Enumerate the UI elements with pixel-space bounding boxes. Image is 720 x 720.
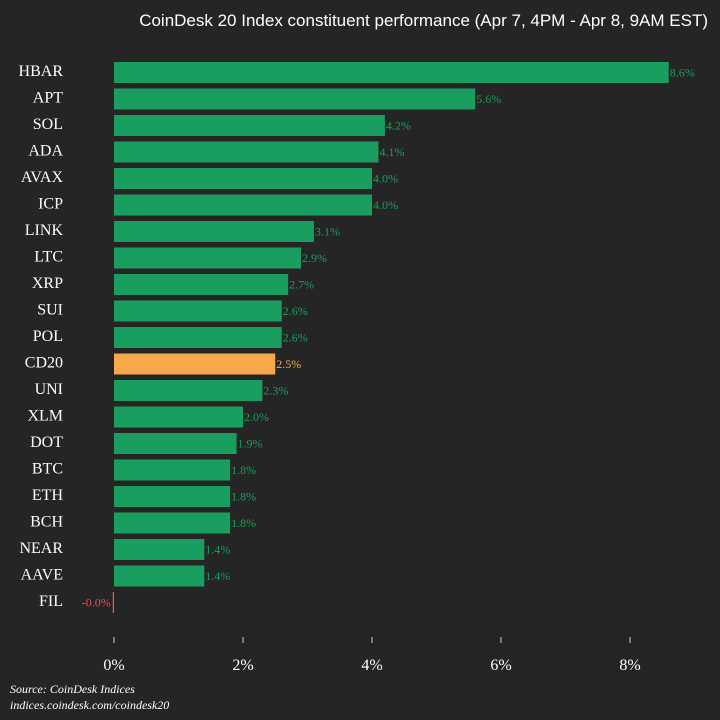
bar: [114, 274, 289, 295]
value-label: -0.0%: [82, 595, 111, 609]
value-label: 4.1%: [379, 145, 404, 159]
y-tick-label: CD20: [25, 355, 63, 372]
y-tick-label: POL: [33, 328, 63, 345]
bar: [114, 486, 231, 507]
bar: [114, 194, 372, 216]
bar: [114, 380, 263, 401]
y-tick-label: XLM: [27, 408, 63, 425]
value-label: 2.6%: [283, 304, 308, 318]
x-tick-label: 2%: [232, 657, 253, 674]
y-tick-label: UNI: [35, 381, 63, 398]
bar: [114, 168, 372, 189]
y-tick-label: XRP: [32, 275, 63, 292]
value-label: 2.3%: [263, 383, 288, 397]
value-label: 4.2%: [386, 118, 411, 132]
value-label: 1.4%: [205, 569, 230, 583]
value-label: 8.6%: [670, 65, 695, 79]
y-tick-label: LINK: [25, 222, 64, 239]
chart-title: CoinDesk 20 Index constituent performanc…: [139, 11, 708, 30]
y-tick-label: BCH: [30, 514, 63, 531]
value-label: 4.0%: [373, 198, 398, 212]
bar: [114, 433, 237, 454]
y-tick-label: ETH: [32, 487, 64, 504]
bar: [114, 406, 243, 428]
bar: [114, 300, 282, 322]
y-tick-label: AAVE: [21, 567, 63, 584]
value-label: 1.8%: [231, 489, 256, 503]
y-tick-label: SOL: [33, 116, 63, 133]
value-label: 1.8%: [231, 463, 256, 477]
bar: [114, 459, 231, 481]
y-tick-label: APT: [33, 90, 63, 107]
bar: [114, 565, 205, 587]
value-label: 2.6%: [283, 330, 308, 344]
y-tick-label: AVAX: [21, 169, 64, 186]
value-label: 4.0%: [373, 171, 398, 185]
y-tick-label: ADA: [28, 143, 63, 160]
x-tick-label: 8%: [619, 657, 640, 674]
bar: [114, 141, 379, 163]
source-url: indices.coindesk.com/coindesk20: [10, 698, 169, 712]
y-tick-label: ICP: [38, 196, 63, 213]
bar: [114, 512, 231, 534]
bar: [114, 353, 276, 375]
value-label: 3.1%: [315, 224, 340, 238]
bar: [114, 247, 302, 269]
y-tick-label: DOT: [30, 434, 63, 451]
x-tick-label: 4%: [361, 657, 382, 674]
bar: [114, 327, 282, 348]
y-tick-label: NEAR: [19, 540, 63, 557]
y-tick-label: SUI: [37, 302, 63, 319]
value-label: 1.8%: [231, 516, 256, 530]
value-label: 2.0%: [244, 410, 269, 424]
x-tick-label: 6%: [490, 657, 511, 674]
y-tick-label: BTC: [32, 461, 63, 478]
bar: [114, 62, 669, 83]
bar: [114, 115, 385, 136]
y-tick-label: LTC: [34, 249, 63, 266]
y-tick-label: FIL: [39, 593, 63, 610]
value-label: 2.9%: [302, 251, 327, 265]
bar: [114, 221, 314, 242]
value-label: 1.9%: [238, 436, 263, 450]
value-label: 1.4%: [205, 542, 230, 556]
bar: [114, 88, 476, 110]
x-tick-label: 0%: [103, 657, 124, 674]
source: Source: CoinDesk Indices: [10, 682, 135, 696]
value-label: 2.5%: [276, 357, 301, 371]
bar: [112, 592, 114, 613]
value-label: 5.6%: [476, 92, 501, 106]
value-label: 2.7%: [289, 277, 314, 291]
y-tick-label: HBAR: [19, 63, 64, 80]
bar: [114, 539, 205, 560]
